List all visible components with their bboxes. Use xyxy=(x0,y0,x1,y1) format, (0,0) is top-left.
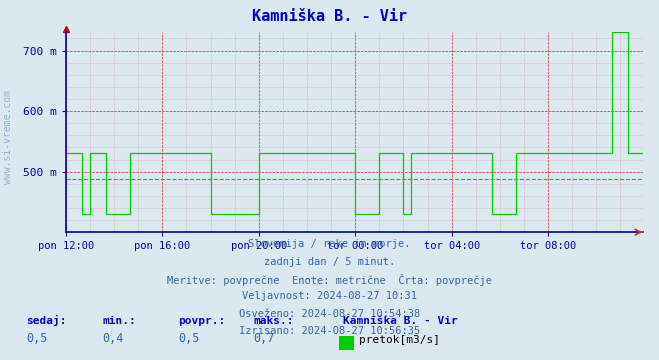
Text: Veljavnost: 2024-08-27 10:31: Veljavnost: 2024-08-27 10:31 xyxy=(242,291,417,301)
Text: Slovenija / reke in morje.: Slovenija / reke in morje. xyxy=(248,239,411,249)
Text: min.:: min.: xyxy=(102,316,136,326)
Text: zadnji dan / 5 minut.: zadnji dan / 5 minut. xyxy=(264,257,395,267)
Text: sedaj:: sedaj: xyxy=(26,315,67,326)
Text: pretok[m3/s]: pretok[m3/s] xyxy=(359,335,440,345)
Text: Kamniška B. - Vir: Kamniška B. - Vir xyxy=(343,316,457,326)
Text: 0,4: 0,4 xyxy=(102,332,123,345)
Text: Izrisano: 2024-08-27 10:56:35: Izrisano: 2024-08-27 10:56:35 xyxy=(239,326,420,336)
Text: maks.:: maks.: xyxy=(254,316,294,326)
Text: 0,5: 0,5 xyxy=(178,332,199,345)
Text: Kamniška B. - Vir: Kamniška B. - Vir xyxy=(252,9,407,24)
Text: 0,7: 0,7 xyxy=(254,332,275,345)
Text: www.si-vreme.com: www.si-vreme.com xyxy=(3,90,13,184)
Text: Osveženo: 2024-08-27 10:54:38: Osveženo: 2024-08-27 10:54:38 xyxy=(239,309,420,319)
Text: 0,5: 0,5 xyxy=(26,332,47,345)
Text: Meritve: povprečne  Enote: metrične  Črta: povprečje: Meritve: povprečne Enote: metrične Črta:… xyxy=(167,274,492,286)
Text: povpr.:: povpr.: xyxy=(178,316,225,326)
